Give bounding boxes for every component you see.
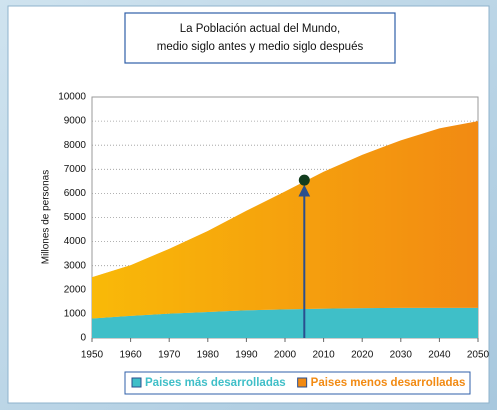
x-tick-label: 1990 [235,350,258,361]
x-tick-label: 2000 [274,350,297,361]
x-tick-label: 1970 [158,350,181,361]
area-shade [92,121,478,319]
y-tick-label: 10000 [58,92,86,103]
chart-title: medio siglo antes y medio siglo después [157,41,364,53]
y-tick-label: 7000 [64,164,87,175]
x-tick-label: 2040 [428,350,451,361]
chart-title: La Población actual del Mundo, [180,23,340,35]
y-tick-label: 0 [80,333,86,344]
marker-point [298,174,310,186]
x-tick-label: 2010 [312,350,335,361]
x-tick-label: 2050 [467,350,490,361]
legend-label: Paises menos desarrolladas [311,377,466,389]
y-tick-label: 3000 [64,260,87,271]
y-tick-label: 2000 [64,284,87,295]
y-tick-label: 6000 [64,188,87,199]
title-box [124,12,396,64]
y-tick-label: 9000 [64,116,87,127]
legend-swatch [131,377,142,388]
legend-swatch [297,377,308,388]
y-tick-label: 5000 [64,212,87,223]
legend-label: Paises más desarrolladas [145,377,286,389]
area [92,307,478,338]
y-tick-label: 1000 [64,309,87,320]
x-tick-label: 2030 [390,350,413,361]
x-tick-label: 2020 [351,350,374,361]
x-tick-label: 1960 [119,350,142,361]
y-tick-label: 8000 [64,140,87,151]
y-axis-label: Millones de personas [41,170,52,265]
x-tick-label: 1980 [197,350,220,361]
y-tick-label: 4000 [64,236,87,247]
x-tick-label: 1950 [81,350,104,361]
